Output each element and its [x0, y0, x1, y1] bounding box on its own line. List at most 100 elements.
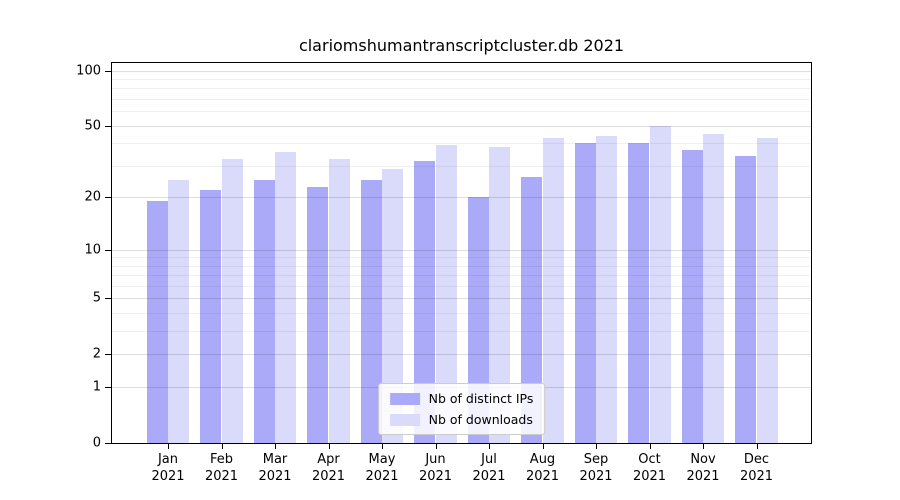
x-tick-year: 2021	[418, 468, 453, 484]
legend-label: Nb of distinct IPs	[428, 391, 534, 406]
bar-downloads-dec	[756, 137, 778, 443]
x-tick-year: 2021	[739, 468, 774, 484]
gridline-minor	[112, 313, 811, 315]
bar-ips-nov	[681, 149, 703, 443]
y-tick-label: 20	[84, 189, 101, 205]
gridline-minor	[112, 111, 811, 113]
legend: Nb of distinct IPs Nb of downloads	[377, 383, 546, 435]
x-tick-month: Jan	[157, 452, 179, 467]
x-tick-label-jul: Jul 2021	[472, 452, 505, 486]
bar-downloads-may	[382, 168, 404, 443]
x-tick-mark	[649, 444, 651, 449]
x-tick-mark	[435, 444, 437, 449]
gridline-major	[112, 354, 811, 356]
bar-ips-jan	[146, 201, 168, 443]
x-tick-mark	[275, 444, 276, 449]
y-tick-label: 2	[92, 346, 101, 362]
bar-ips-feb	[200, 190, 222, 443]
bar-ips-dec	[735, 156, 757, 443]
gridline-major	[112, 197, 811, 199]
x-tick-month: Nov	[690, 452, 716, 467]
x-tick-year: 2021	[525, 468, 560, 484]
x-tick-label-apr: Apr 2021	[312, 452, 345, 486]
x-tick-year: 2021	[151, 468, 185, 484]
legend-swatch	[389, 413, 420, 426]
bar-ips-mar	[253, 180, 275, 443]
y-tick-label: 10	[84, 242, 101, 257]
x-tick-month: May	[368, 452, 396, 467]
bar-downloads-sep	[596, 135, 618, 443]
bar-ips-jun	[414, 160, 436, 443]
gridline-minor	[112, 286, 811, 287]
x-tick-month: Apr	[317, 452, 340, 467]
x-tick-month: Sep	[583, 452, 609, 467]
bar-ips-jul	[467, 197, 489, 443]
x-tick-label-sep: Sep 2021	[579, 452, 612, 486]
gridline-minor	[112, 331, 811, 333]
y-tick-label: 50	[84, 118, 101, 134]
x-tick-month: Mar	[262, 452, 288, 467]
x-tick-mark	[489, 444, 490, 449]
bar-downloads-jul	[489, 147, 511, 443]
bar-downloads-jun	[435, 145, 457, 443]
legend-entry-downloads: Nb of downloads	[389, 412, 534, 427]
gridline-minor	[112, 79, 811, 80]
legend-entry-ips: Nb of distinct IPs	[389, 391, 534, 406]
y-tick-mark	[105, 70, 111, 72]
bar-downloads-feb	[221, 158, 243, 443]
y-tick-mark	[105, 249, 111, 251]
x-tick-year: 2021	[579, 468, 613, 484]
x-tick-year: 2021	[472, 468, 506, 484]
x-tick-mark	[328, 444, 330, 449]
x-tick-mark	[756, 444, 758, 449]
x-tick-label-oct: Oct 2021	[633, 452, 666, 486]
legend-swatch	[389, 392, 420, 405]
bar-downloads-apr	[328, 158, 350, 443]
gridline-minor	[112, 143, 811, 145]
x-tick-month: Aug	[529, 452, 556, 467]
x-tick-mark	[168, 444, 169, 449]
bar-ips-sep	[574, 143, 596, 443]
x-tick-label-jan: Jan 2021	[151, 452, 184, 486]
legend-label: Nb of downloads	[428, 412, 533, 427]
bar-downloads-jan	[168, 180, 190, 443]
x-tick-month: Jun	[425, 452, 446, 467]
x-tick-month: Oct	[638, 452, 661, 467]
y-tick-label: 100	[76, 63, 101, 79]
plot-area: Nb of distinct IPs Nb of downloads 0 1 2 5 10…	[76, 62, 812, 484]
x-tick-month: Dec	[743, 452, 770, 467]
x-tick-year: 2021	[258, 468, 292, 484]
gridline-minor	[112, 257, 811, 259]
bar-ips-aug	[521, 177, 543, 443]
y-tick-label: 1	[92, 379, 101, 395]
gridline-minor	[112, 88, 811, 90]
x-tick-mark	[542, 444, 544, 449]
y-tick-mark	[105, 443, 111, 444]
x-tick-label-mar: Mar 2021	[258, 452, 291, 486]
x-tick-mark	[382, 444, 383, 449]
y-tick-mark	[105, 298, 111, 300]
bar-downloads-nov	[703, 134, 725, 443]
x-tick-year: 2021	[632, 468, 667, 484]
gridline-minor	[112, 275, 811, 277]
x-tick-label-aug: Aug 2021	[526, 452, 559, 486]
x-tick-label-jun: Jun 2021	[419, 452, 452, 486]
x-tick-label-feb: Feb 2021	[205, 452, 238, 486]
y-tick-mark	[105, 387, 111, 389]
bar-ips-oct	[628, 143, 650, 443]
x-tick-month: Jul	[481, 452, 497, 467]
x-tick-year: 2021	[204, 468, 239, 484]
bar-downloads-oct	[649, 125, 671, 443]
gridline-major	[112, 249, 811, 251]
x-tick-year: 2021	[365, 468, 399, 484]
x-tick-year: 2021	[686, 468, 720, 484]
bar-downloads-aug	[542, 137, 564, 443]
gridline-minor	[112, 99, 811, 101]
y-tick-label: 5	[92, 290, 101, 306]
gridline-major	[112, 70, 811, 72]
x-tick-mark	[703, 444, 704, 449]
x-tick-mark	[596, 444, 597, 449]
x-tick-month: Feb	[209, 452, 234, 467]
x-tick-year: 2021	[311, 468, 346, 484]
